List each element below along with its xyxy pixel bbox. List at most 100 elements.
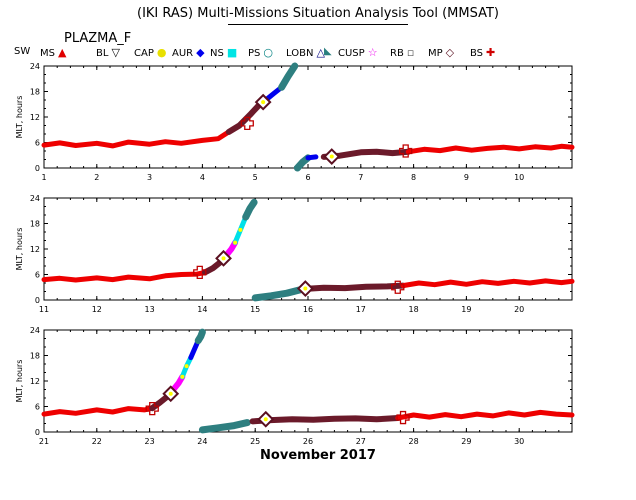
bs-marker [193, 265, 207, 280]
x-tick-label: 23 [145, 437, 155, 446]
instrument-name: PLAZMA_F [64, 31, 132, 46]
open-circle-icon: ○ [263, 46, 273, 59]
legend-label: SW [14, 46, 31, 57]
circle-icon: ● [156, 46, 167, 59]
legend-label: LOBN [286, 48, 314, 59]
legend-label: BS [470, 48, 484, 59]
y-tick-label: 12 [30, 377, 40, 386]
x-tick-label: 4 [200, 173, 205, 182]
series-sw-line [400, 278, 575, 289]
y-tick-label: 6 [35, 139, 40, 148]
title-underline [228, 24, 408, 25]
y-tick-label: 24 [30, 326, 40, 335]
legend: SW MS ▲ BL ▽ CAP ● AUR ◆ NS ■ PS ○ LOBN △ CUSP ☆… [0, 44, 636, 64]
y-tick-label: 6 [35, 403, 40, 412]
legend-item-bs: BS ✚ [470, 46, 495, 59]
x-tick-label: 14 [197, 305, 207, 314]
triangle-down-icon: ▽ [111, 46, 120, 59]
x-tick-label: 26 [303, 437, 313, 446]
series-sw-line [41, 269, 208, 283]
x-tick-label: 16 [303, 305, 313, 314]
y-tick-label: 0 [35, 428, 40, 437]
x-tick-label: 29 [461, 437, 471, 446]
mp-marker-dot [221, 256, 226, 261]
mp-marker-dot [261, 100, 266, 105]
legend-label: CUSP [338, 48, 365, 59]
x-tick-label: 24 [197, 437, 207, 446]
bs-marker [145, 401, 159, 416]
legend-item-ps: PS ○ [248, 46, 273, 59]
y-tick-label: 18 [30, 352, 40, 361]
series-cusp-line [278, 62, 299, 91]
legend-item-lobn: LOBN △ [286, 46, 325, 59]
square-icon: ■ [226, 46, 238, 59]
x-tick-label: 3 [147, 173, 152, 182]
legend-label: MS [40, 48, 55, 59]
cross-icon: ✚ [486, 46, 496, 59]
y-tick-label: 24 [30, 194, 40, 203]
series-cusp-line [251, 286, 304, 302]
legend-item-aur: AUR ◆ [172, 46, 205, 59]
legend-label: NS [210, 48, 224, 59]
y-tick-label: 18 [30, 88, 40, 97]
y-axis-label: MLT, hours [15, 228, 24, 271]
series-cusp-line [194, 328, 206, 345]
bs-marker [396, 410, 410, 425]
mp-marker-dot [303, 286, 308, 291]
legend-item-bl: BL ▽ [96, 46, 120, 59]
x-tick-label: 10 [514, 173, 524, 182]
y-tick-label: 18 [30, 220, 40, 229]
legend-label: CAP [134, 48, 154, 59]
bs-marker [399, 144, 413, 158]
series-ms-line [249, 415, 401, 425]
legend-item-rb: RB ▫ [390, 46, 414, 59]
legend-item-cap: CAP ● [134, 46, 166, 59]
legend-label: AUR [172, 48, 194, 59]
cap-point [180, 374, 185, 379]
small-square-icon: ▫ [406, 46, 415, 59]
x-tick-label: 13 [145, 305, 155, 314]
x-tick-label: 20 [514, 305, 524, 314]
star-icon: ☆ [367, 46, 378, 59]
series-sw-line [41, 405, 155, 417]
page-title: (IKI RAS) Multi-Missions Situation Analy… [137, 6, 499, 21]
series-sw-line [41, 129, 232, 149]
x-tick-label: 9 [464, 173, 469, 182]
y-axis-label: MLT, hours [15, 96, 24, 139]
mp-marker-dot [329, 154, 334, 159]
diamond-icon: ◆ [196, 46, 205, 59]
y-axis-label: MLT, hours [15, 360, 24, 403]
mp-marker-dot [168, 391, 173, 396]
series-aur-line [305, 154, 319, 161]
x-tick-label: 6 [305, 173, 310, 182]
x-tick-label: 12 [92, 305, 102, 314]
legend-label: MP [428, 48, 443, 59]
x-tick-label: 7 [358, 173, 363, 182]
series-sw-line [395, 409, 575, 421]
triangle-up-icon: ▲ [57, 46, 67, 59]
cap-point [233, 240, 238, 245]
x-tick-label: 2 [94, 173, 99, 182]
y-tick-label: 12 [30, 113, 40, 122]
y-tick-label: 0 [35, 296, 40, 305]
legend-label: RB [390, 48, 404, 59]
series-cusp-line [198, 419, 251, 434]
x-tick-label: 18 [409, 305, 419, 314]
x-tick-label: 15 [250, 305, 260, 314]
plot-frame [43, 65, 573, 169]
diamond-outline-icon: ◇ [445, 46, 455, 59]
triangle-open-icon: △ [316, 46, 325, 59]
y-tick-label: 0 [35, 164, 40, 173]
x-tick-label: 28 [409, 437, 419, 446]
y-tick-label: 24 [30, 62, 40, 71]
legend-item-cusp: CUSP ☆ [338, 46, 378, 59]
x-tick-label: 25 [250, 437, 260, 446]
legend-item-ms: MS ▲ [40, 46, 66, 59]
x-tick-label: 30 [514, 437, 524, 446]
y-tick-label: 12 [30, 245, 40, 254]
x-tick-label: 17 [356, 305, 366, 314]
series-ms-line [302, 282, 406, 292]
x-tick-label: 8 [411, 173, 416, 182]
cap-point [238, 227, 243, 232]
legend-item-mp: MP ◇ [428, 46, 454, 59]
